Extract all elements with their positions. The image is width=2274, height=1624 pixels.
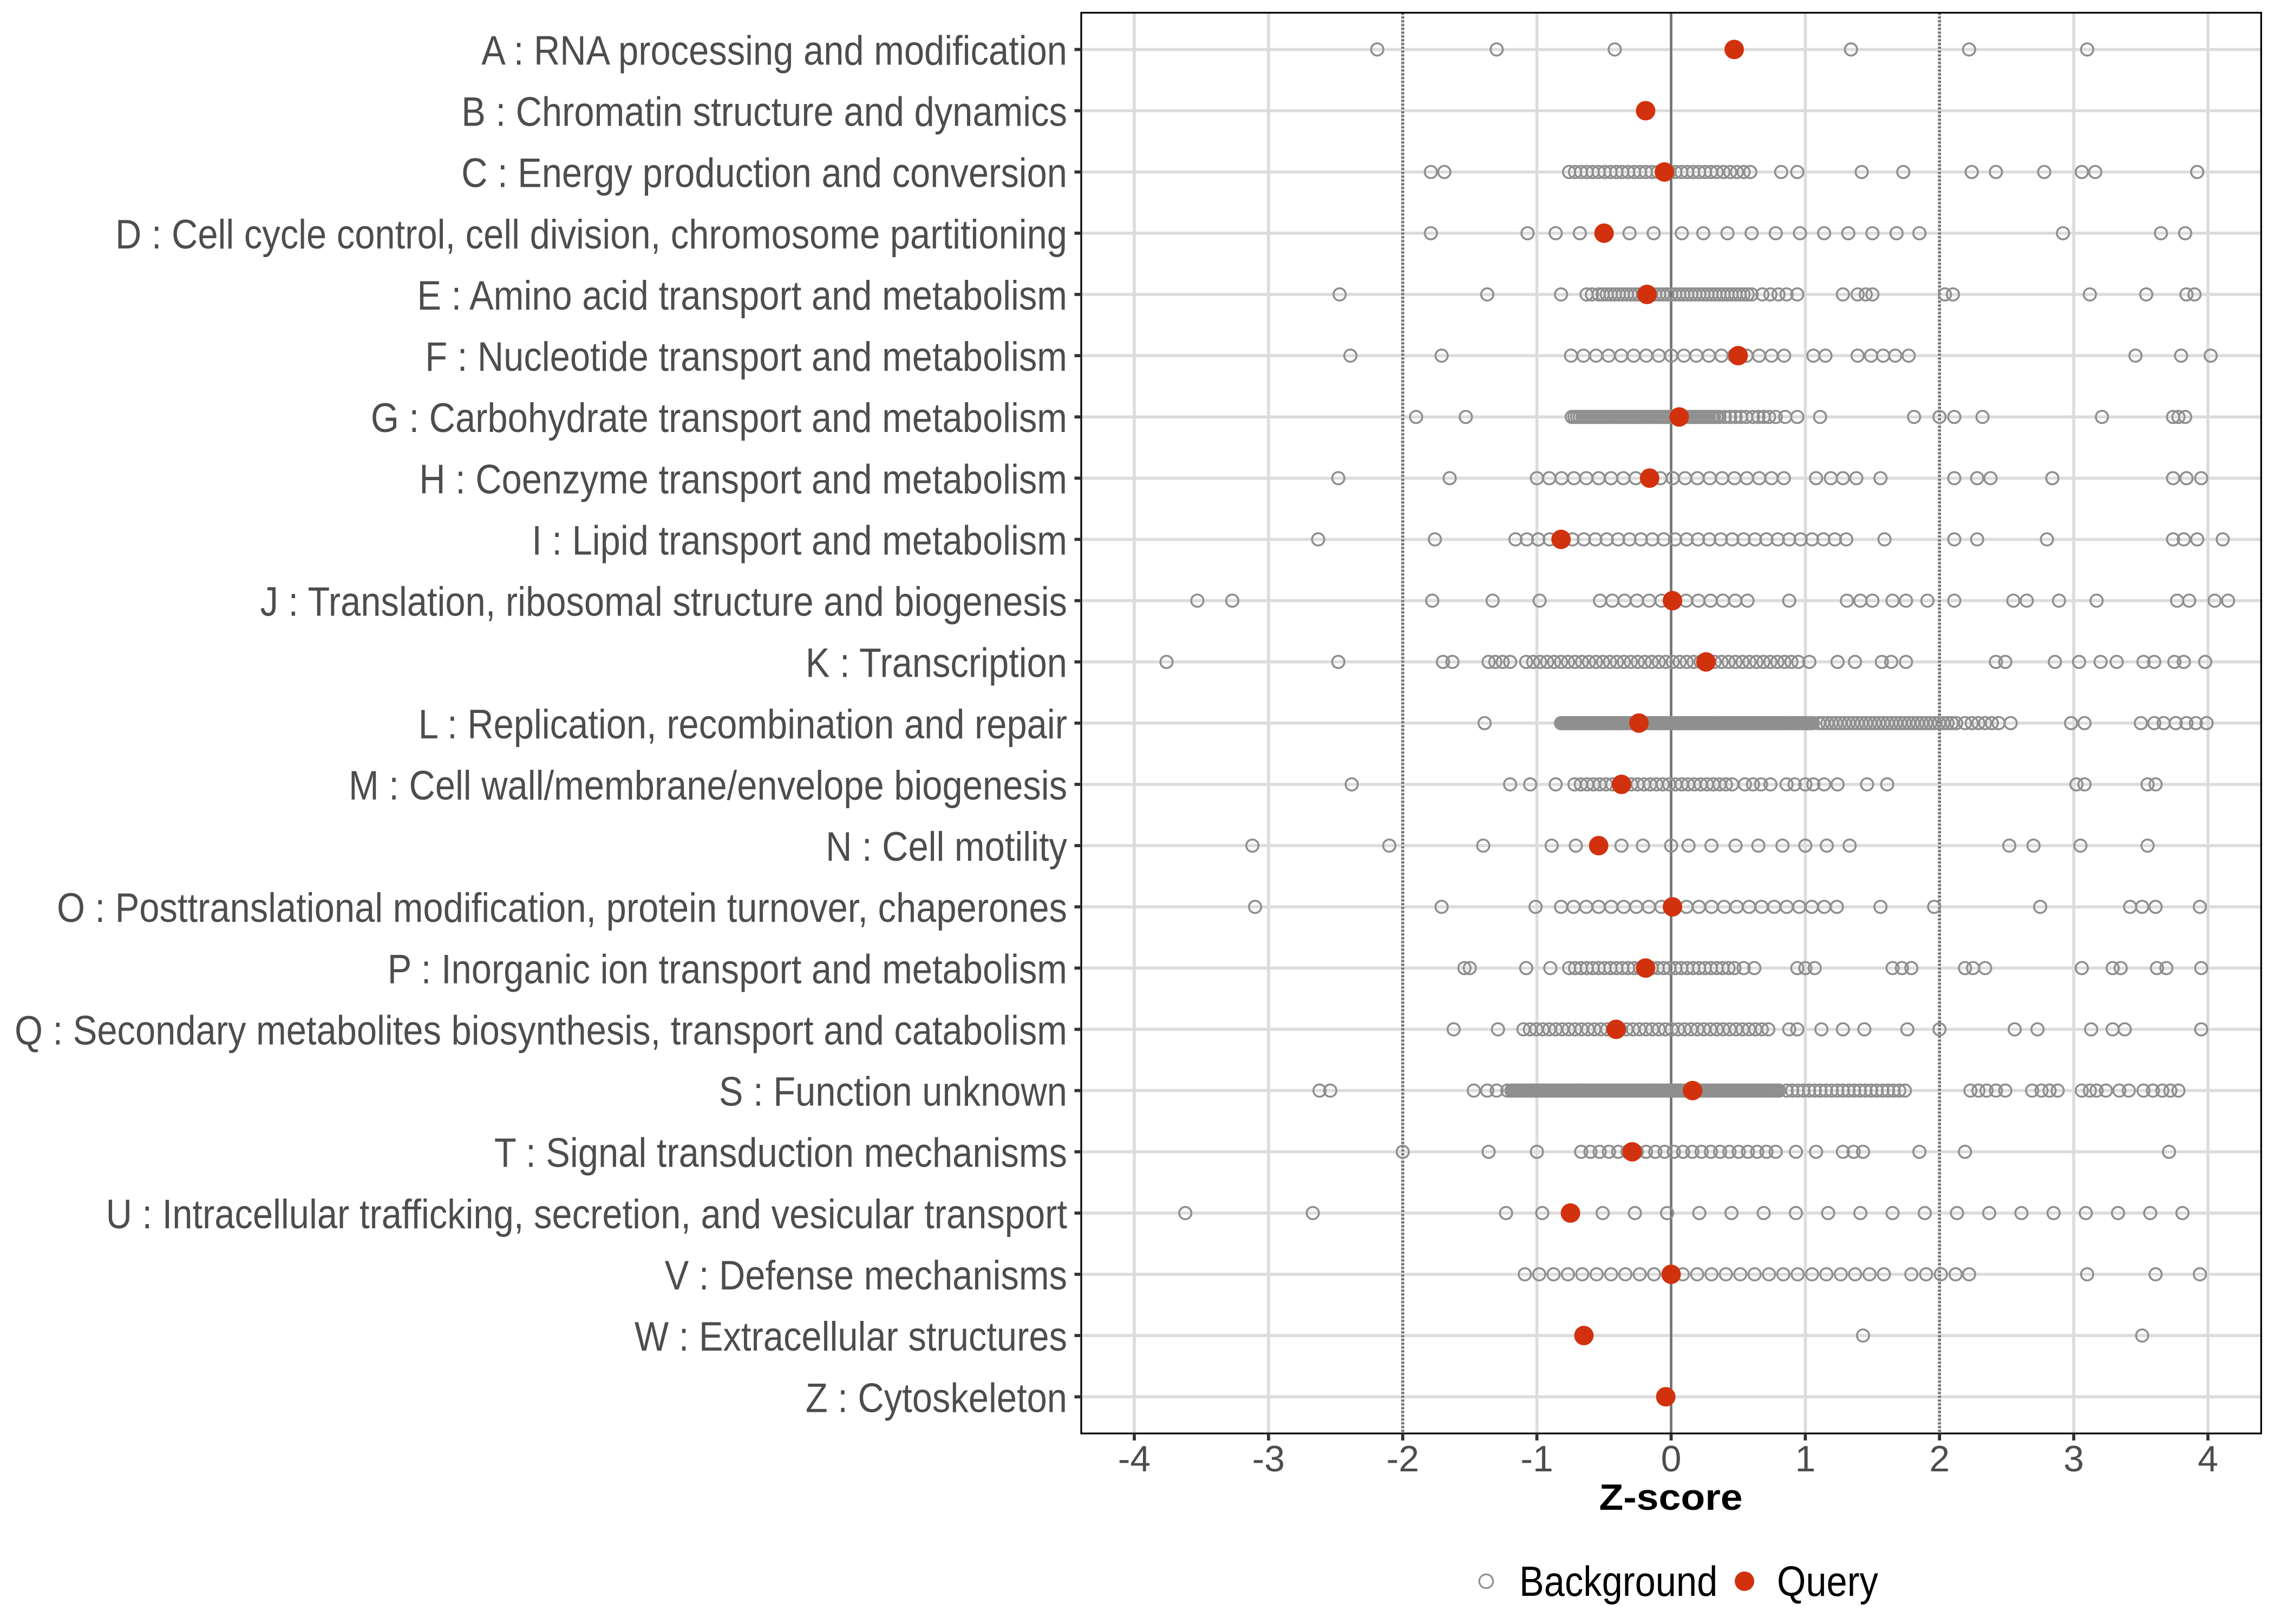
svg-text:A : RNA processing and modific: A : RNA processing and modification	[481, 28, 1067, 74]
svg-text:F : Nucleotide transport and m: F : Nucleotide transport and metabolism	[425, 334, 1067, 380]
svg-text:Z-score: Z-score	[1599, 1477, 1742, 1518]
svg-text:T : Signal transduction mechan: T : Signal transduction mechanisms	[494, 1130, 1067, 1176]
svg-text:E : Amino acid transport and m: E : Amino acid transport and metabolism	[417, 273, 1067, 319]
svg-text:1: 1	[1795, 1438, 1815, 1479]
svg-text:M : Cell wall/membrane/envelop: M : Cell wall/membrane/envelope biogenes…	[349, 763, 1067, 809]
svg-text:-1: -1	[1520, 1438, 1553, 1479]
svg-text:K : Transcription: K : Transcription	[806, 640, 1067, 686]
svg-text:I : Lipid transport and metabo: I : Lipid transport and metabolism	[532, 518, 1067, 564]
svg-text:-4: -4	[1118, 1438, 1151, 1479]
svg-text:C : Energy production and conv: C : Energy production and conversion	[461, 150, 1067, 197]
svg-text:B : Chromatin structure and dy: B : Chromatin structure and dynamics	[461, 89, 1067, 135]
svg-text:0: 0	[1661, 1438, 1682, 1479]
svg-text:V : Defense mechanisms: V : Defense mechanisms	[665, 1253, 1067, 1299]
svg-text:2: 2	[1929, 1438, 1950, 1479]
svg-text:4: 4	[2198, 1438, 2218, 1479]
svg-text:H : Coenzyme transport and met: H : Coenzyme transport and metabolism	[419, 456, 1067, 502]
svg-text:J : Translation, ribosomal str: J : Translation, ribosomal structure and…	[260, 579, 1067, 625]
svg-text:S : Function unknown: S : Function unknown	[719, 1069, 1067, 1115]
svg-text:Query: Query	[1777, 1557, 1878, 1605]
svg-text:G : Carbohydrate transport and: G : Carbohydrate transport and metabolis…	[371, 395, 1067, 441]
svg-text:N : Cell motility: N : Cell motility	[826, 824, 1067, 870]
svg-text:Z : Cytoskeleton: Z : Cytoskeleton	[806, 1375, 1067, 1421]
svg-text:-2: -2	[1387, 1438, 1419, 1479]
svg-text:D : Cell cycle control, cell d: D : Cell cycle control, cell division, c…	[115, 212, 1067, 258]
svg-text:L : Replication, recombination: L : Replication, recombination and repai…	[419, 702, 1067, 748]
svg-text:-3: -3	[1252, 1438, 1285, 1479]
svg-text:Background: Background	[1519, 1557, 1717, 1605]
svg-text:W : Extracellular structures: W : Extracellular structures	[635, 1314, 1067, 1360]
svg-text:U : Intracellular trafficking,: U : Intracellular trafficking, secretion…	[106, 1191, 1068, 1237]
svg-text:3: 3	[2063, 1438, 2084, 1479]
svg-text:P : Inorganic ion transport an: P : Inorganic ion transport and metaboli…	[388, 946, 1067, 992]
svg-text:O : Posttranslational modifica: O : Posttranslational modification, prot…	[57, 885, 1067, 931]
svg-text:Q : Secondary metabolites bios: Q : Secondary metabolites biosynthesis, …	[15, 1008, 1067, 1054]
